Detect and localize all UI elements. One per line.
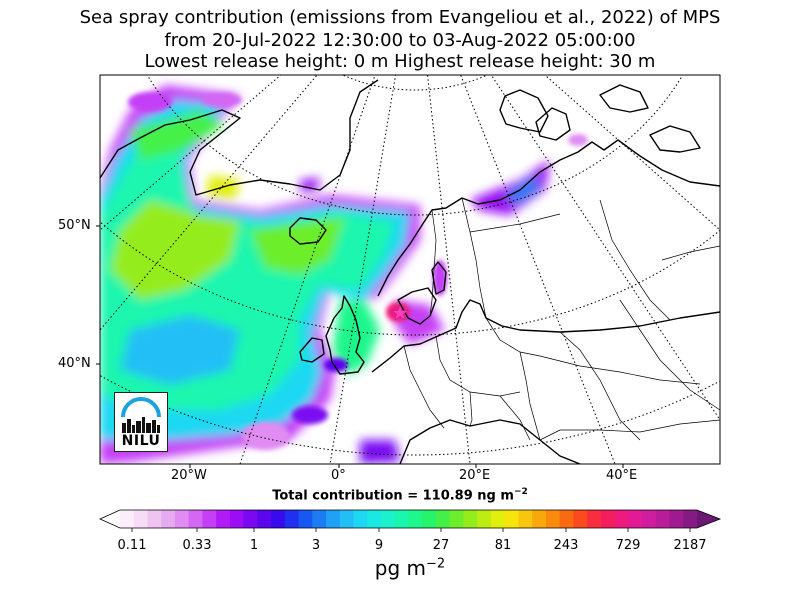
colorbar-segment (477, 510, 492, 528)
axis-ticks (96, 225, 624, 468)
nilu-logo-text: NILU (121, 433, 161, 449)
colorbar-segment (408, 510, 423, 528)
colorbar-segment (298, 510, 313, 528)
colorbar-segment (587, 510, 602, 528)
colorbar-segment (422, 510, 437, 528)
total-contribution-label: Total contribution = 110.89 ng m−2 (0, 487, 800, 503)
colorbar-tick-label: 81 (494, 538, 512, 553)
colorbar-segment (257, 510, 272, 528)
colorbar-segment (600, 510, 615, 528)
colorbar-tick-label: 2187 (673, 538, 707, 553)
colorbar-segment (532, 510, 547, 528)
colorbar-tick-label: 3 (311, 538, 321, 553)
colorbar-segment (147, 510, 162, 528)
colorbar-tick-label: 9 (374, 538, 384, 553)
colorbar-segment (394, 510, 409, 528)
colorbar-segment (559, 510, 574, 528)
colorbar-segment (463, 510, 478, 528)
colorbar-segment (243, 510, 258, 528)
total-contribution-text: Total contribution = 110.89 ng m (272, 488, 514, 504)
colorbar-segment (435, 510, 451, 528)
map-title-line-3: Lowest release height: 0 m Highest relea… (144, 51, 656, 72)
colorbar-segment (490, 510, 506, 528)
release-site-star (391, 304, 409, 321)
colorbar-segment (216, 510, 231, 528)
colorbar-segment (573, 510, 588, 528)
map-area (100, 75, 720, 464)
colorbar-tick-label: 729 (615, 538, 641, 553)
colorbar-segment (284, 510, 299, 528)
lon-tick-label: 20°E (459, 468, 491, 483)
colorbar-extend-under (100, 510, 120, 528)
lon-tick-label: 0° (331, 468, 346, 483)
colorbar-segment (133, 510, 148, 528)
lat-tick-label: 40°N (58, 356, 91, 371)
colorbar-extend-over (697, 510, 720, 528)
colorbar-tick-label: 0.11 (117, 538, 147, 553)
colorbar-segment (449, 510, 464, 528)
colorbar-segment (326, 510, 341, 528)
colorbar-segment (628, 510, 643, 528)
colorbar-segment (669, 510, 684, 528)
colorbar-segment (339, 510, 354, 528)
colorbar (99, 509, 722, 532)
map-title-line-2: from 20-Jul-2022 12:30:00 to 03-Aug-2022… (164, 30, 636, 51)
map-title-line-1: Sea spray contribution (emissions from E… (79, 7, 721, 28)
colorbar-segment (312, 510, 327, 528)
colorbar-segment (353, 510, 368, 528)
colorbar-segment (271, 510, 286, 528)
graticule (100, 75, 720, 464)
nilu-logo-icon (121, 397, 161, 433)
lon-tick-label: 20°W (171, 468, 207, 483)
coastal-fringe (128, 92, 588, 450)
colorbar-segment (683, 510, 698, 528)
colorbar-segment (655, 510, 670, 528)
lon-tick-label: 40°E (606, 468, 638, 483)
colorbar-unit-text: pg m (374, 556, 427, 580)
colorbar-segment (367, 510, 382, 528)
colorbar-segment (161, 510, 176, 528)
colorbar-segment (642, 510, 657, 528)
colorbar-segment (381, 510, 396, 528)
colorbar-outline (99, 509, 722, 529)
colorbar-tick-label: 27 (432, 538, 450, 553)
lat-tick-label: 50°N (58, 218, 91, 233)
colorbar-segment (202, 510, 217, 528)
colorbar-tick-label: 243 (553, 538, 579, 553)
total-contribution-exponent: −2 (513, 487, 528, 497)
colorbar-segment (174, 510, 190, 528)
colorbar-segment (229, 510, 245, 528)
nilu-logo: NILU (114, 392, 168, 452)
colorbar-segment (614, 510, 629, 528)
colorbar-segment (188, 510, 203, 528)
colorbar-tick-label: 1 (249, 538, 259, 553)
map-frame (99, 74, 721, 465)
coastlines (100, 79, 720, 464)
colorbar-segment (120, 510, 135, 528)
colorbar-unit-exponent: −2 (426, 556, 446, 572)
colorbar-tick-label: 0.33 (182, 538, 212, 553)
colorbar-segment (518, 510, 533, 528)
colorbar-unit-label: pg m−2 (0, 556, 800, 580)
colorbar-segment (504, 510, 519, 528)
colorbar-segment (545, 510, 561, 528)
